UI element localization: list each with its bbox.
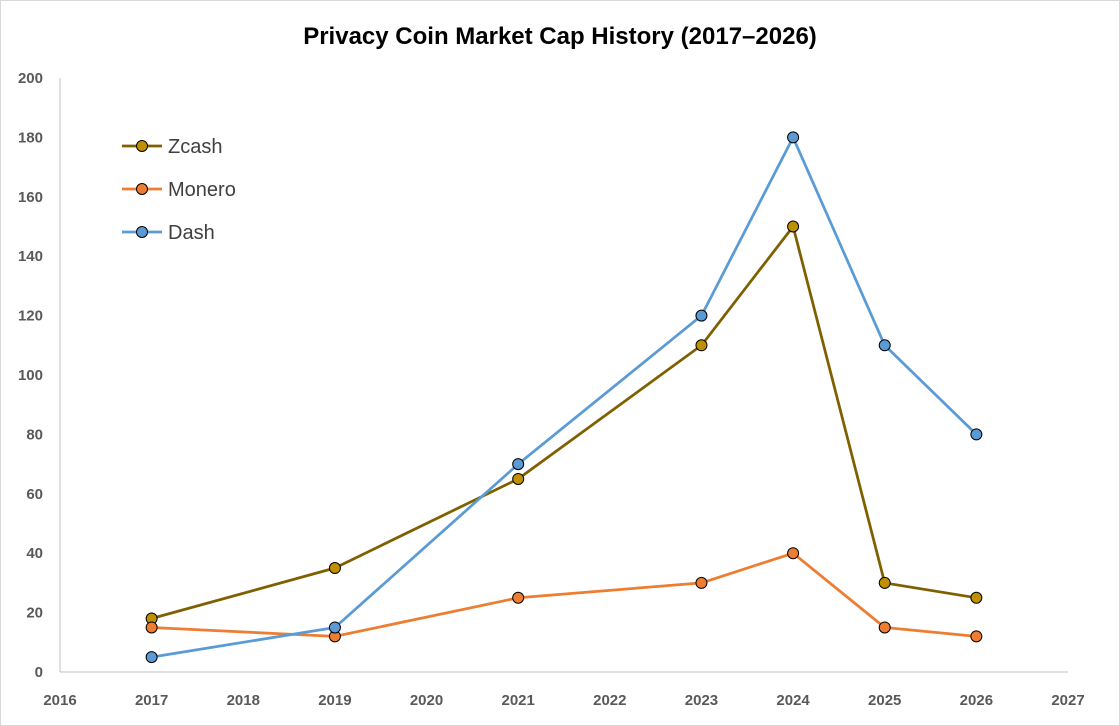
data-point-dash [512,458,525,471]
legend-swatch-marker [136,140,148,152]
legend-label: Dash [168,222,215,244]
y-tick-label: 60 [26,486,43,503]
data-point-zcash [695,339,708,352]
x-tick-label: 2019 [318,692,351,709]
data-point-dash [145,651,158,664]
data-point-monero [512,591,525,604]
chart-legend: Zcash Monero Dash [122,136,236,244]
data-point-monero [787,547,800,560]
series-line-monero [151,551,977,638]
y-tick-label: 100 [18,367,43,384]
data-point-zcash [787,220,800,233]
y-tick-label: 20 [26,605,43,622]
series-dash [145,131,983,664]
data-point-zcash [512,472,525,485]
series-line-dash [151,136,978,659]
series-zcash [145,220,983,625]
legend-swatch-marker [136,226,148,238]
x-tick-label: 2021 [501,692,534,709]
data-point-dash [878,339,891,352]
x-tick-label: 2017 [135,692,168,709]
data-point-dash [787,131,800,144]
data-point-monero [970,630,983,643]
chart-title: Privacy Coin Market Cap History (2017–20… [303,23,817,50]
x-tick-label: 2020 [410,692,443,709]
data-point-zcash [970,591,983,604]
chart-axes: 0 20 40 60 80 100 120 140 160 180 200 2016 2017 2018 2… [18,70,1085,709]
x-tick-label: 2022 [593,692,626,709]
y-tick-label: 120 [18,308,43,325]
legend-item-zcash: Zcash [122,136,222,158]
legend-label: Zcash [168,136,222,158]
y-tick-label: 180 [18,129,43,146]
y-tick-label: 200 [18,70,43,87]
y-tick-label: 0 [35,664,43,681]
data-point-zcash [328,562,341,575]
data-point-monero [145,621,158,634]
y-tick-label: 140 [18,248,43,265]
data-point-monero [695,576,708,589]
x-tick-label: 2018 [227,692,260,709]
series-monero [145,547,983,643]
data-point-zcash [878,576,891,589]
y-tick-label: 40 [26,545,43,562]
data-point-dash [328,621,341,634]
x-tick-label: 2024 [776,692,810,709]
legend-item-dash: Dash [122,222,215,244]
y-tick-label: 160 [18,189,43,206]
legend-item-monero: Monero [122,179,236,201]
legend-swatch-marker [136,183,148,195]
x-tick-label: 2025 [868,692,901,709]
legend-label: Monero [168,179,236,201]
x-tick-label: 2027 [1051,692,1084,709]
data-point-dash [695,309,708,322]
series-line-zcash [151,225,977,620]
x-tick-label: 2023 [685,692,718,709]
x-tick-label: 2016 [43,692,76,709]
data-point-monero [878,621,891,634]
y-tick-label: 80 [26,426,43,443]
x-tick-label: 2026 [960,692,993,709]
data-point-dash [970,428,983,441]
chart-series [145,131,983,664]
